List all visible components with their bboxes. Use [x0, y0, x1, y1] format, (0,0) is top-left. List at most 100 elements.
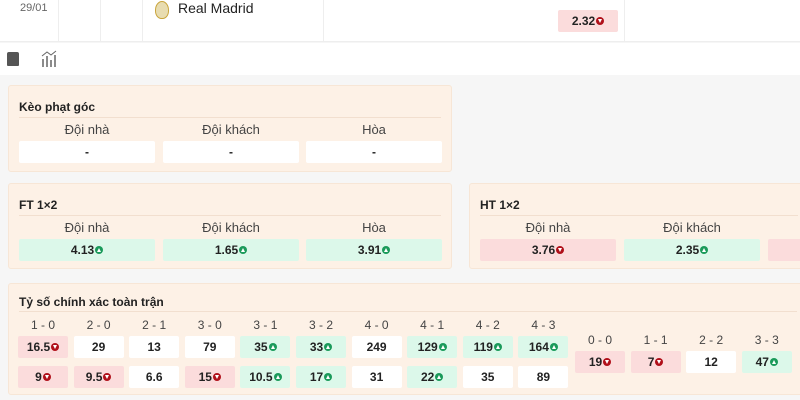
- label-home: Đội nhà: [525, 220, 571, 235]
- odds-value: 10.5: [249, 370, 273, 384]
- score-odds-cell[interactable]: 249: [351, 336, 402, 358]
- odds-cell-home[interactable]: 3.76: [480, 239, 616, 261]
- score-label: 2 - 1: [142, 318, 167, 332]
- trend-down-icon: [212, 373, 221, 381]
- score-odds-cell[interactable]: 10.5: [240, 366, 291, 388]
- ft-1x2-card: FT 1×2 Đội nhà Đội khách Hòa 4.13 1.65 3…: [8, 183, 452, 269]
- odds-value: 19: [588, 355, 603, 369]
- trend-up-icon: [435, 373, 444, 381]
- score-odds-cell[interactable]: 22: [407, 366, 458, 388]
- card-title: Tỷ số chính xác toàn trận: [19, 295, 164, 309]
- odds-value: 1.65: [214, 243, 239, 257]
- score-label: 3 - 0: [197, 318, 222, 332]
- score-odds-cell[interactable]: 29: [73, 336, 124, 358]
- odds-value: 35: [481, 370, 495, 384]
- odds-cell-away[interactable]: -: [163, 141, 299, 163]
- score-odds-cell[interactable]: 129: [407, 336, 458, 358]
- score-odds-cell[interactable]: 6.6: [129, 366, 180, 388]
- odds-value: 129: [417, 340, 438, 354]
- score-label: 1 - 0: [30, 318, 55, 332]
- odds-value: 2.32: [571, 14, 596, 28]
- trend-up-icon: [273, 373, 282, 381]
- trend-up-icon: [382, 246, 391, 254]
- score-odds-cell[interactable]: 16.5: [18, 336, 68, 358]
- score-odds-cell[interactable]: 47: [741, 351, 792, 373]
- odds-cell-away[interactable]: 2.35: [624, 239, 760, 261]
- trend-up-icon: [324, 343, 333, 351]
- trend-down-icon: [655, 358, 664, 366]
- trend-down-icon: [51, 343, 60, 351]
- trend-up-icon: [268, 343, 277, 351]
- score-odds-cell[interactable]: 17: [296, 366, 346, 388]
- odds-value: 13: [147, 340, 161, 354]
- score-odds-cell[interactable]: 31: [351, 366, 402, 388]
- score-label: 4 - 0: [364, 318, 389, 332]
- odds-value: 22: [421, 370, 435, 384]
- corner-card: Kèo phạt góc Đội nhà Đội khách Hòa - - -: [8, 85, 452, 172]
- score-label: 4 - 3: [531, 318, 556, 332]
- odds-cell-draw[interactable]: [768, 239, 800, 261]
- trend-up-icon: [700, 246, 709, 254]
- draw-score-label: 2 - 2: [699, 333, 724, 347]
- odds-cell-draw[interactable]: -: [306, 141, 442, 163]
- odds-cell[interactable]: 2.32: [558, 10, 618, 32]
- score-odds-cell[interactable]: 12: [686, 351, 737, 373]
- odds-value: 249: [366, 340, 387, 354]
- score-odds-cell[interactable]: 35: [462, 366, 513, 388]
- match-row[interactable]: 29/01 Real Madrid 2.32: [0, 0, 800, 42]
- score-odds-cell[interactable]: 9.5: [73, 366, 124, 388]
- label-away: Đội khách: [202, 122, 260, 137]
- odds-value: 4.13: [70, 243, 95, 257]
- score-odds-cell[interactable]: 9: [18, 366, 68, 388]
- score-odds-cell[interactable]: 164: [518, 336, 569, 358]
- score-odds-cell[interactable]: 19: [575, 351, 625, 373]
- odds-value: 16.5: [26, 340, 51, 354]
- odds-value: 2.35: [675, 243, 700, 257]
- odds-value: 7: [647, 355, 655, 369]
- odds-value: 47: [755, 355, 769, 369]
- stats-chart-icon[interactable]: [40, 50, 58, 68]
- toolbar: [0, 43, 800, 75]
- score-odds-cell[interactable]: 15: [184, 366, 235, 388]
- trend-up-icon: [239, 246, 248, 254]
- odds-value: 15: [198, 370, 212, 384]
- trend-up-icon: [769, 358, 778, 366]
- score-label: 3 - 2: [308, 318, 333, 332]
- score-odds-cell[interactable]: 119: [462, 336, 513, 358]
- score-odds-cell[interactable]: 89: [518, 366, 569, 388]
- card-title: Kèo phạt góc: [19, 100, 96, 114]
- team-logo-icon: [155, 1, 169, 19]
- odds-cell-draw[interactable]: 3.91: [306, 239, 442, 261]
- trend-down-icon: [556, 246, 565, 254]
- odds-value: 12: [704, 355, 718, 369]
- trend-up-icon: [95, 246, 104, 254]
- correct-score-card: Tỷ số chính xác toàn trận 1 - 0 16.5 9 2 - …: [8, 283, 800, 395]
- trend-up-icon: [549, 343, 558, 351]
- trend-up-icon: [438, 343, 447, 351]
- score-odds-cell[interactable]: 33: [296, 336, 346, 358]
- label-draw: Hòa: [362, 220, 386, 235]
- odds-value: 35: [254, 340, 268, 354]
- odds-cell-home[interactable]: -: [19, 141, 155, 163]
- score-label: 3 - 1: [253, 318, 278, 332]
- odds-value: 89: [536, 370, 551, 384]
- team-name: Real Madrid: [178, 0, 254, 16]
- odds-value: 31: [369, 370, 384, 384]
- jersey-icon[interactable]: [7, 52, 19, 66]
- label-home: Đội nhà: [64, 122, 110, 137]
- odds-cell-home[interactable]: 4.13: [19, 239, 155, 261]
- card-title: FT 1×2: [19, 198, 58, 212]
- trend-up-icon: [493, 343, 502, 351]
- score-odds-cell[interactable]: 13: [129, 336, 180, 358]
- card-title: HT 1×2: [480, 198, 520, 212]
- score-label: 2 - 0: [86, 318, 111, 332]
- score-odds-cell[interactable]: 79: [184, 336, 235, 358]
- trend-up-icon: [324, 373, 333, 381]
- score-odds-cell[interactable]: 7: [630, 351, 681, 373]
- score-odds-cell[interactable]: 35: [240, 336, 291, 358]
- odds-value: 29: [91, 340, 106, 354]
- label-away: Đội khách: [663, 220, 721, 235]
- odds-value: 119: [473, 340, 493, 354]
- odds-cell-away[interactable]: 1.65: [163, 239, 299, 261]
- odds-value: 164: [528, 340, 549, 354]
